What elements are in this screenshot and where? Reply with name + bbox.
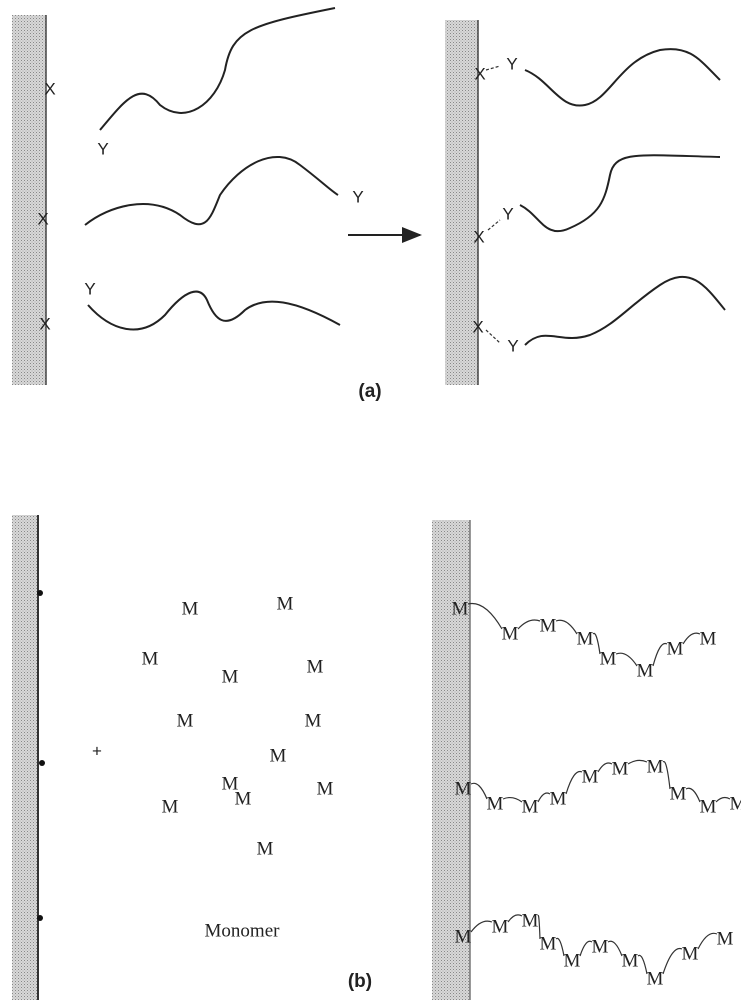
end-group-x: X xyxy=(472,317,483,336)
surface xyxy=(432,520,470,1000)
monomer: M xyxy=(235,788,252,809)
chain-monomer: M xyxy=(717,928,734,949)
plus-sign: + xyxy=(92,741,102,760)
bond xyxy=(485,65,501,344)
monomer: M xyxy=(305,710,322,731)
chain-monomer: M xyxy=(502,623,519,644)
monomer: M xyxy=(270,745,287,766)
chain-monomer: M xyxy=(522,910,539,931)
chain-monomer: M xyxy=(592,936,609,957)
chain-monomer: M xyxy=(612,758,629,779)
end-group-y: Y xyxy=(352,187,363,206)
chain-monomer: M xyxy=(492,916,509,937)
monomer: M xyxy=(317,778,334,799)
monomer: M xyxy=(162,796,179,817)
chain-monomer: M xyxy=(647,968,664,989)
initiator-site xyxy=(37,590,43,596)
bond xyxy=(615,652,638,667)
polymer-chain xyxy=(87,290,341,331)
surface xyxy=(445,20,478,385)
bond xyxy=(470,920,493,933)
bond xyxy=(502,796,523,803)
bond xyxy=(682,632,701,645)
bond xyxy=(579,940,593,957)
end-group-y: Y xyxy=(84,279,95,298)
bond xyxy=(555,619,578,635)
initiator-site xyxy=(39,760,45,766)
monomer: M xyxy=(222,666,239,687)
chain-monomer: M xyxy=(647,756,664,777)
end-group-x: X xyxy=(44,79,55,98)
chain-monomer: M xyxy=(550,788,567,809)
chain-monomer: M xyxy=(522,796,539,817)
end-group-x: X xyxy=(37,209,48,228)
chain-monomer: M xyxy=(452,598,469,619)
polymer-chain xyxy=(524,48,721,107)
monomer: M xyxy=(182,598,199,619)
end-group-y: Y xyxy=(97,139,108,158)
polymer-chain xyxy=(99,7,336,131)
monomer-caption: Monomer xyxy=(205,920,281,941)
end-group-y: Y xyxy=(507,336,518,355)
end-group-x: X xyxy=(39,314,50,333)
monomer: M xyxy=(222,773,239,794)
surface xyxy=(12,515,38,1000)
initiator-site xyxy=(37,915,43,921)
bond xyxy=(537,914,541,940)
bond xyxy=(597,762,613,773)
polymer-chain xyxy=(524,275,726,346)
bond xyxy=(517,619,541,630)
bond xyxy=(627,759,648,765)
bond xyxy=(715,796,731,803)
monomer: M xyxy=(257,838,274,859)
bond xyxy=(607,940,623,957)
chain-monomer: M xyxy=(700,796,717,817)
bond xyxy=(507,914,523,923)
chain-monomer: M xyxy=(667,638,684,659)
bond xyxy=(537,792,551,803)
monomer: M xyxy=(142,648,159,669)
chain-monomer: M xyxy=(577,628,594,649)
bond xyxy=(470,782,488,800)
bond xyxy=(637,954,648,975)
panel-label: (a) xyxy=(358,381,381,402)
chain-monomer: M xyxy=(730,793,741,814)
bond xyxy=(662,947,683,975)
polymer-chain xyxy=(519,154,721,233)
bond xyxy=(467,602,503,630)
panel-label: (b) xyxy=(348,971,372,992)
bond xyxy=(652,642,668,667)
end-group-x: X xyxy=(473,227,484,246)
chain-monomer: M xyxy=(670,783,687,804)
polymer-chain xyxy=(84,155,339,226)
end-group-y: Y xyxy=(502,204,513,223)
bond xyxy=(697,932,718,950)
chain-monomer: M xyxy=(540,933,557,954)
chain-monomer: M xyxy=(540,615,557,636)
bond xyxy=(592,632,601,655)
bond xyxy=(565,770,583,795)
chain-monomer: M xyxy=(455,778,472,799)
bond xyxy=(662,760,671,790)
bond xyxy=(685,787,701,803)
chain-monomer: M xyxy=(600,648,617,669)
chain-monomer: M xyxy=(682,943,699,964)
end-group-x: X xyxy=(474,64,485,83)
bond xyxy=(555,937,565,957)
chain-monomer: M xyxy=(622,950,639,971)
end-group-y: Y xyxy=(506,54,517,73)
chain-monomer: M xyxy=(700,628,717,649)
chain-monomer: M xyxy=(455,926,472,947)
chain-monomer: M xyxy=(582,766,599,787)
surface xyxy=(12,15,46,385)
monomer: M xyxy=(277,593,294,614)
chain-monomer: M xyxy=(637,660,654,681)
chain-monomer: M xyxy=(564,950,581,971)
chain-monomer: M xyxy=(487,793,504,814)
monomer: M xyxy=(177,710,194,731)
monomer: M xyxy=(307,656,324,677)
